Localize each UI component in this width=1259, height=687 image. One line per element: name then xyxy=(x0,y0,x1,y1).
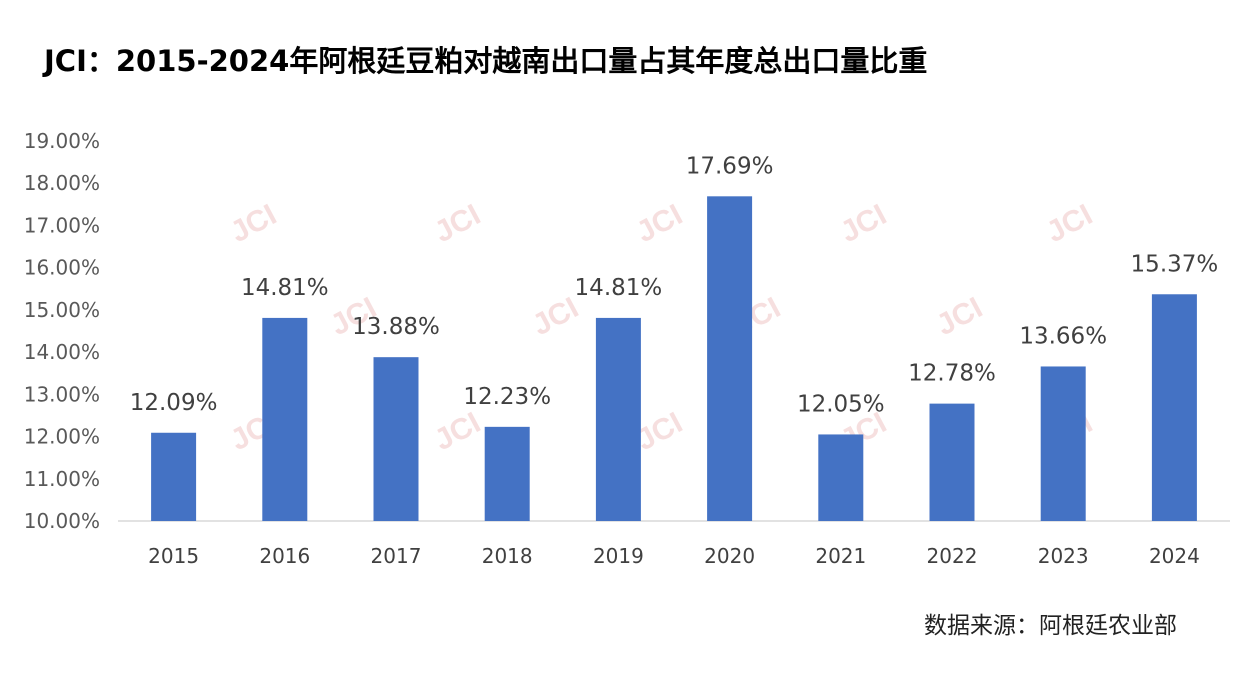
y-axis: 10.00% 11.00% 12.00% 13.00% 14.00% 15.00% 16.0… xyxy=(24,129,100,533)
data-label: 17.69% xyxy=(686,153,774,179)
y-tick-label: 11.00% xyxy=(24,467,100,491)
y-tick-label: 12.00% xyxy=(24,425,100,449)
watermark-text: JCI xyxy=(631,198,688,249)
y-tick-label: 18.00% xyxy=(24,171,100,195)
x-tick-label: 2016 xyxy=(259,544,310,568)
y-tick-label: 13.00% xyxy=(24,382,100,406)
x-tick-label: 2021 xyxy=(815,544,866,568)
y-tick-label: 17.00% xyxy=(24,213,100,237)
x-tick-label: 2022 xyxy=(927,544,978,568)
x-tick-label: 2015 xyxy=(148,544,199,568)
data-label: 13.88% xyxy=(352,314,440,340)
x-axis: 2015 2016 2017 2018 2019 2020 2021 2022 2023 2024 xyxy=(118,520,1230,568)
bar xyxy=(929,403,975,521)
x-tick-label: 2019 xyxy=(593,544,644,568)
x-tick-label: 2017 xyxy=(371,544,422,568)
bar xyxy=(1151,294,1197,521)
watermark-text: JCI xyxy=(931,291,988,342)
bar xyxy=(818,434,864,521)
chart-title: JCI：2015-2024年阿根廷豆粕对越南出口量占其年度总出口量比重 xyxy=(44,44,928,78)
data-label: 12.05% xyxy=(797,391,885,417)
data-label: 15.37% xyxy=(1131,251,1219,277)
bars xyxy=(151,196,1197,522)
watermark-text: JCI xyxy=(429,406,486,457)
y-tick-label: 19.00% xyxy=(24,129,100,153)
x-tick-label: 2018 xyxy=(482,544,533,568)
bar xyxy=(1040,366,1086,521)
bar xyxy=(262,317,308,521)
bar xyxy=(595,317,641,521)
x-tick-label: 2024 xyxy=(1149,544,1200,568)
bar xyxy=(373,357,419,521)
x-tick-label: 2020 xyxy=(704,544,755,568)
source-note: 数据来源：阿根廷农业部 xyxy=(924,613,1177,639)
bar xyxy=(484,426,530,521)
y-tick-label: 10.00% xyxy=(24,509,100,533)
watermark-text: JCI xyxy=(225,198,282,249)
data-label: 14.81% xyxy=(575,275,663,301)
data-label: 12.23% xyxy=(463,384,551,410)
data-label: 12.09% xyxy=(130,390,218,416)
data-label: 12.78% xyxy=(908,361,996,387)
data-labels: 12.09% 14.81% 13.88% 12.23% 14.81% 17.69% 12.0… xyxy=(130,153,1219,417)
y-tick-label: 16.00% xyxy=(24,256,100,280)
y-tick-label: 14.00% xyxy=(24,340,100,364)
bar xyxy=(151,432,197,521)
bar xyxy=(707,196,753,522)
data-label: 14.81% xyxy=(241,275,329,301)
watermark-text: JCI xyxy=(835,198,892,249)
watermark-text: JCI xyxy=(429,198,486,249)
y-tick-label: 15.00% xyxy=(24,298,100,322)
watermark-text: JCI xyxy=(1041,198,1098,249)
data-label: 13.66% xyxy=(1019,323,1107,349)
x-tick-label: 2023 xyxy=(1038,544,1089,568)
